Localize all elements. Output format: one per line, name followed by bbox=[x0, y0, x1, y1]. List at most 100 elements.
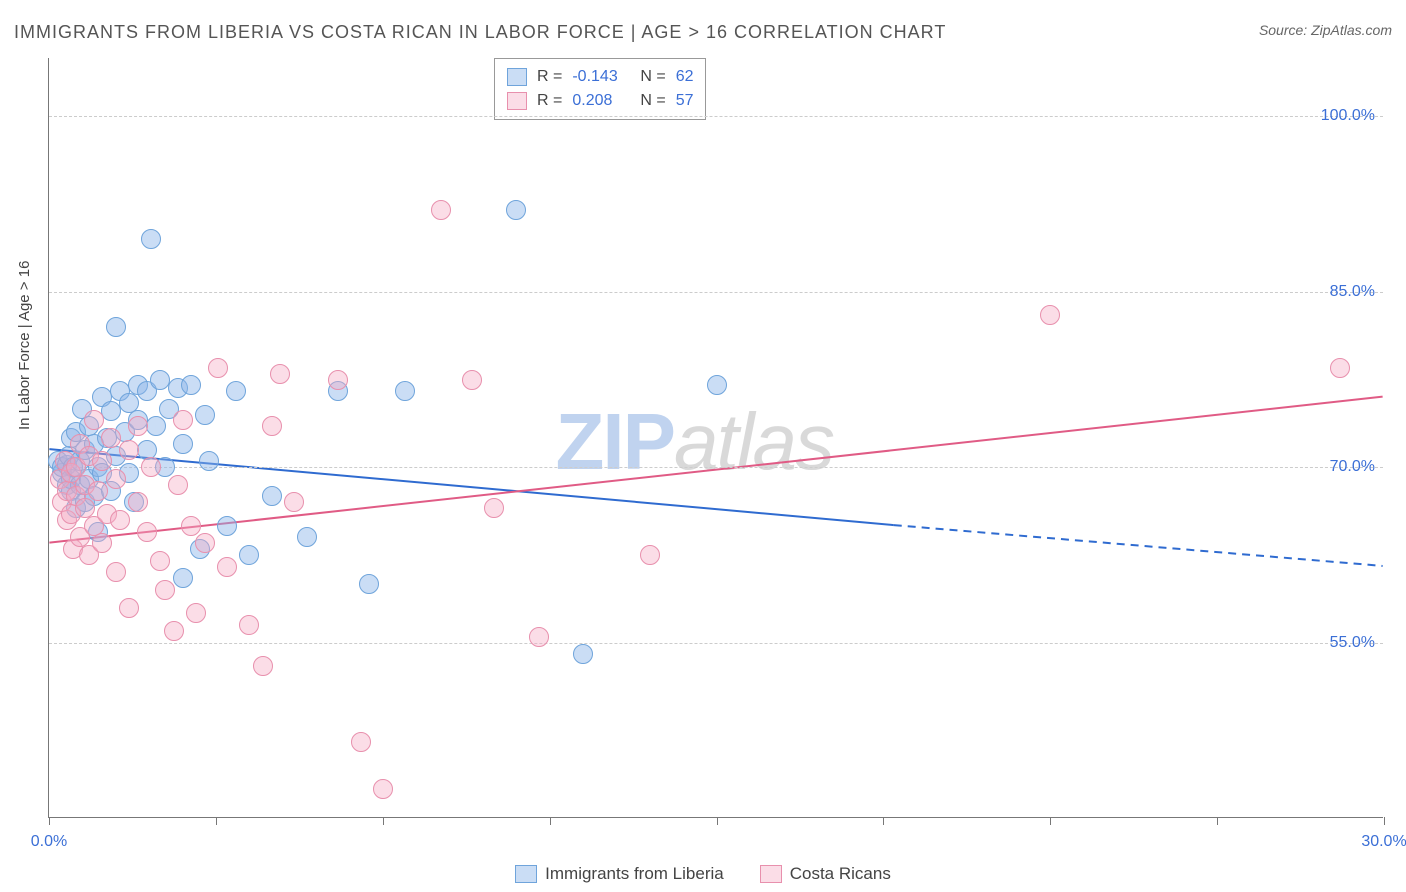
legend-label: Costa Ricans bbox=[790, 864, 891, 884]
point-liberia bbox=[173, 434, 193, 454]
point-liberia bbox=[199, 451, 219, 471]
point-costarica bbox=[137, 522, 157, 542]
trend-costarica bbox=[49, 397, 1382, 543]
point-liberia bbox=[141, 229, 161, 249]
point-liberia bbox=[146, 416, 166, 436]
y-axis-label: In Labor Force | Age > 16 bbox=[16, 261, 33, 430]
legend-n-value: 57 bbox=[676, 92, 694, 110]
point-liberia bbox=[262, 486, 282, 506]
point-costarica bbox=[141, 457, 161, 477]
legend-r-label: R = bbox=[537, 92, 562, 110]
point-costarica bbox=[119, 598, 139, 618]
x-tick bbox=[216, 817, 217, 825]
y-tick-label: 70.0% bbox=[1330, 458, 1375, 476]
point-costarica bbox=[106, 562, 126, 582]
point-costarica bbox=[110, 510, 130, 530]
grid-line bbox=[49, 467, 1383, 468]
point-liberia bbox=[195, 405, 215, 425]
y-tick-label: 100.0% bbox=[1321, 107, 1375, 125]
x-tick bbox=[1050, 817, 1051, 825]
point-costarica bbox=[373, 779, 393, 799]
point-costarica bbox=[529, 627, 549, 647]
legend-r-value: 0.208 bbox=[572, 92, 630, 110]
point-costarica bbox=[253, 656, 273, 676]
trend-lines bbox=[49, 58, 1383, 817]
point-costarica bbox=[328, 370, 348, 390]
point-costarica bbox=[150, 551, 170, 571]
x-tick bbox=[717, 817, 718, 825]
watermark-atlas: atlas bbox=[674, 397, 833, 486]
legend-swatch bbox=[760, 865, 782, 883]
point-costarica bbox=[155, 580, 175, 600]
point-costarica bbox=[168, 475, 188, 495]
y-tick-label: 85.0% bbox=[1330, 283, 1375, 301]
point-liberia bbox=[217, 516, 237, 536]
point-costarica bbox=[164, 621, 184, 641]
chart-source: Source: ZipAtlas.com bbox=[1259, 22, 1392, 38]
point-costarica bbox=[270, 364, 290, 384]
legend-series: Immigrants from Liberia Costa Ricans bbox=[0, 864, 1406, 888]
watermark-zip: ZIP bbox=[556, 397, 674, 486]
point-costarica bbox=[92, 451, 112, 471]
grid-line bbox=[49, 292, 1383, 293]
legend-r-value: -0.143 bbox=[572, 68, 630, 86]
chart-title: IMMIGRANTS FROM LIBERIA VS COSTA RICAN I… bbox=[14, 22, 946, 42]
point-costarica bbox=[119, 440, 139, 460]
point-costarica bbox=[88, 481, 108, 501]
legend-swatch bbox=[515, 865, 537, 883]
point-costarica bbox=[1040, 305, 1060, 325]
x-tick bbox=[49, 817, 50, 825]
point-liberia bbox=[395, 381, 415, 401]
legend-item: Immigrants from Liberia bbox=[515, 864, 724, 884]
point-costarica bbox=[262, 416, 282, 436]
legend-label: Immigrants from Liberia bbox=[545, 864, 724, 884]
x-tick-label: 30.0% bbox=[1361, 833, 1406, 851]
legend-swatch bbox=[507, 68, 527, 86]
point-costarica bbox=[1330, 358, 1350, 378]
point-costarica bbox=[195, 533, 215, 553]
point-liberia bbox=[506, 200, 526, 220]
point-costarica bbox=[128, 416, 148, 436]
x-tick bbox=[550, 817, 551, 825]
point-costarica bbox=[208, 358, 228, 378]
legend-r-label: R = bbox=[537, 68, 562, 86]
grid-line bbox=[49, 116, 1383, 117]
scatter-chart: ZIPatlas R = -0.143 N = 62 R = 0.208 N = 57 55.… bbox=[48, 58, 1383, 818]
point-costarica bbox=[186, 603, 206, 623]
point-costarica bbox=[484, 498, 504, 518]
point-costarica bbox=[128, 492, 148, 512]
point-liberia bbox=[226, 381, 246, 401]
grid-line bbox=[49, 643, 1383, 644]
point-costarica bbox=[640, 545, 660, 565]
y-tick-label: 55.0% bbox=[1330, 634, 1375, 652]
legend-n-label: N = bbox=[640, 92, 665, 110]
legend-correlation: R = -0.143 N = 62 R = 0.208 N = 57 bbox=[494, 58, 706, 120]
point-liberia bbox=[181, 375, 201, 395]
point-costarica bbox=[431, 200, 451, 220]
point-costarica bbox=[217, 557, 237, 577]
x-tick bbox=[883, 817, 884, 825]
point-costarica bbox=[284, 492, 304, 512]
point-liberia bbox=[707, 375, 727, 395]
x-tick bbox=[1384, 817, 1385, 825]
point-costarica bbox=[351, 732, 371, 752]
watermark: ZIPatlas bbox=[556, 396, 833, 488]
x-tick-label: 0.0% bbox=[31, 833, 67, 851]
point-liberia bbox=[106, 317, 126, 337]
x-tick bbox=[383, 817, 384, 825]
point-costarica bbox=[462, 370, 482, 390]
trend-proj-liberia bbox=[894, 525, 1383, 566]
legend-n-value: 62 bbox=[676, 68, 694, 86]
point-liberia bbox=[239, 545, 259, 565]
point-liberia bbox=[573, 644, 593, 664]
point-costarica bbox=[106, 469, 126, 489]
point-costarica bbox=[92, 533, 112, 553]
point-costarica bbox=[239, 615, 259, 635]
point-liberia bbox=[297, 527, 317, 547]
point-costarica bbox=[101, 428, 121, 448]
legend-item: Costa Ricans bbox=[760, 864, 891, 884]
point-costarica bbox=[84, 410, 104, 430]
legend-row: R = 0.208 N = 57 bbox=[507, 89, 693, 113]
point-costarica bbox=[181, 516, 201, 536]
point-costarica bbox=[173, 410, 193, 430]
